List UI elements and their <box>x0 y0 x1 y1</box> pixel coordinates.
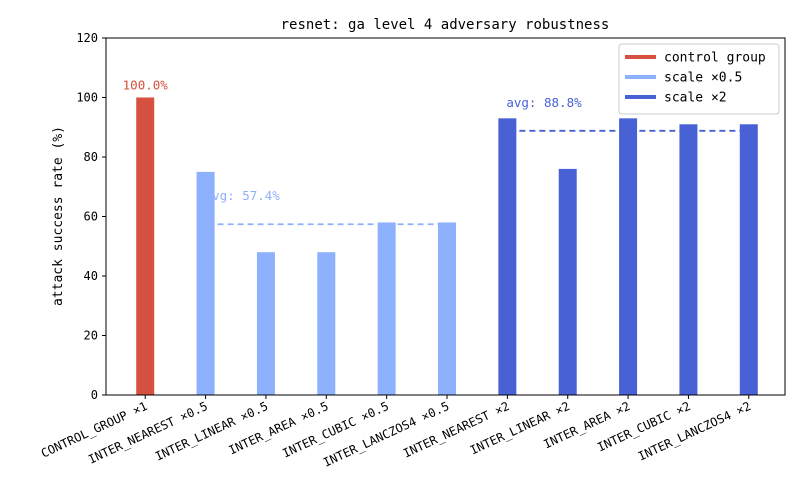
bars-layer: 100.0% <box>123 78 758 396</box>
legend-entry: scale ×0.5 <box>664 71 742 86</box>
bar <box>739 124 758 395</box>
average-label: avg: 57.4% <box>205 188 281 203</box>
y-tick-label: 0 <box>91 388 98 402</box>
bar <box>317 252 336 395</box>
y-tick-label: 60 <box>84 210 98 224</box>
x-tick-label: INTER_LANCZOS4 ×2 <box>636 399 753 464</box>
y-tick-label: 80 <box>84 150 98 164</box>
x-tick-label: INTER_NEAREST ×2 <box>401 399 512 461</box>
bar <box>438 222 457 395</box>
x-tick-label: INTER_LINEAR ×0.5 <box>153 399 270 464</box>
y-tick-label: 120 <box>76 31 98 45</box>
bar <box>679 124 698 395</box>
average-lines-layer: avg: 57.4% avg: 88.8% <box>205 95 746 226</box>
bar <box>558 168 577 395</box>
legend-entry: control group <box>664 51 766 66</box>
legend: control group scale ×0.5 scale ×2 <box>618 43 780 115</box>
x-tick-label: INTER_LINEAR ×2 <box>468 399 572 457</box>
bar-value-label: 100.0% <box>123 78 169 93</box>
bar <box>196 171 215 396</box>
bar <box>498 118 517 395</box>
y-tick-label: 40 <box>84 269 98 283</box>
y-axis-label: attack success rate (%) <box>51 126 66 306</box>
x-tick-label: INTER_AREA ×0.5 <box>226 399 330 457</box>
chart-title: resnet: ga level 4 adversary robustness <box>281 17 610 33</box>
bar <box>136 97 155 395</box>
legend-box <box>618 43 780 115</box>
bar <box>256 252 275 395</box>
bar <box>377 222 396 395</box>
legend-entry: scale ×2 <box>664 91 727 106</box>
y-tick-label: 100 <box>76 91 98 105</box>
bar <box>619 118 638 395</box>
average-label: avg: 88.8% <box>506 95 582 110</box>
y-tick-label: 20 <box>84 329 98 343</box>
